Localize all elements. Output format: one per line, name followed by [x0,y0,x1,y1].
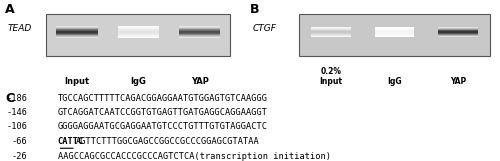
Bar [179,29,220,30]
Bar [179,26,220,27]
Text: -146: -146 [6,108,28,117]
Bar [374,31,414,32]
Bar [438,34,478,35]
Bar [438,32,478,33]
Text: IgG: IgG [387,77,402,86]
Bar [299,14,490,56]
Bar [118,35,159,36]
Bar [374,27,414,28]
Text: C: C [5,92,14,105]
Bar [311,35,350,36]
Bar [118,36,159,37]
Bar [311,32,350,33]
Bar [179,27,220,28]
Bar [438,29,478,30]
Bar [374,33,414,34]
Text: AAGCCAGCGCCACCCGCCCAGTCTCA(transcription initiation): AAGCCAGCGCCACCCGCCCAGTCTCA(transcription… [58,152,330,161]
Bar [56,31,98,32]
Text: YAP: YAP [191,77,208,86]
Bar [118,27,159,28]
Text: B: B [250,3,260,16]
Bar [179,34,220,35]
Text: -26: -26 [12,152,28,161]
Bar [374,28,414,29]
Bar [438,30,478,31]
Bar [374,34,414,35]
Text: TGCCAGCTTTTTCAGACGGAGGAATGTGGAGTGTCAAGGG: TGCCAGCTTTTTCAGACGGAGGAATGTGGAGTGTCAAGGG [58,94,268,103]
Bar [118,29,159,30]
Bar [118,34,159,35]
Bar [374,30,414,31]
Bar [438,36,478,37]
Bar [311,33,350,34]
Bar [374,32,414,33]
Bar [56,35,98,36]
Bar [179,36,220,37]
Bar [179,30,220,31]
Bar [179,31,220,32]
Bar [311,36,350,37]
Bar [179,28,220,29]
Bar [56,26,98,27]
Bar [438,31,478,32]
Text: YAP: YAP [450,77,466,86]
Bar [374,36,414,37]
Bar [56,30,98,31]
Bar [118,28,159,29]
Bar [311,34,350,35]
Text: TEAD: TEAD [8,24,32,33]
Text: CATTC: CATTC [58,137,84,146]
Bar [56,28,98,29]
Bar [438,33,478,34]
Bar [56,36,98,37]
Text: AGTTCTTTGGCGAGCCGGCCGCCCGGAGCGTATAA: AGTTCTTTGGCGAGCCGGCCGCCCGGAGCGTATAA [76,137,260,146]
Text: -186: -186 [6,94,28,103]
Bar [374,29,414,30]
Text: CTGF: CTGF [252,24,276,33]
Bar [118,30,159,31]
Text: GGGGAGGAATGCGAGGAATGTCCCTGTTTGTGTAGGACTC: GGGGAGGAATGCGAGGAATGTCCCTGTTTGTGTAGGACTC [58,123,268,132]
Text: -106: -106 [6,123,28,132]
Bar [179,37,220,38]
Bar [118,26,159,27]
Bar [438,27,478,28]
Text: GTCAGGATCAATCCGGTGTGAGTTGATGAGGCAGGAAGGT: GTCAGGATCAATCCGGTGTGAGTTGATGAGGCAGGAAGGT [58,108,268,117]
Bar [311,29,350,30]
Bar [374,35,414,36]
Bar [311,31,350,32]
Bar [56,34,98,35]
Bar [179,35,220,36]
Bar [56,29,98,30]
Bar [438,28,478,29]
Bar [118,37,159,38]
Bar [46,14,230,56]
Bar [56,37,98,38]
Text: Input: Input [64,77,90,86]
Text: 0.2%
Input: 0.2% Input [320,67,342,86]
Text: -66: -66 [12,137,28,146]
Bar [311,27,350,28]
Text: A: A [5,3,15,16]
Text: IgG: IgG [130,77,146,86]
Bar [438,35,478,36]
Bar [311,28,350,29]
Bar [311,30,350,31]
Bar [118,31,159,32]
Bar [56,27,98,28]
